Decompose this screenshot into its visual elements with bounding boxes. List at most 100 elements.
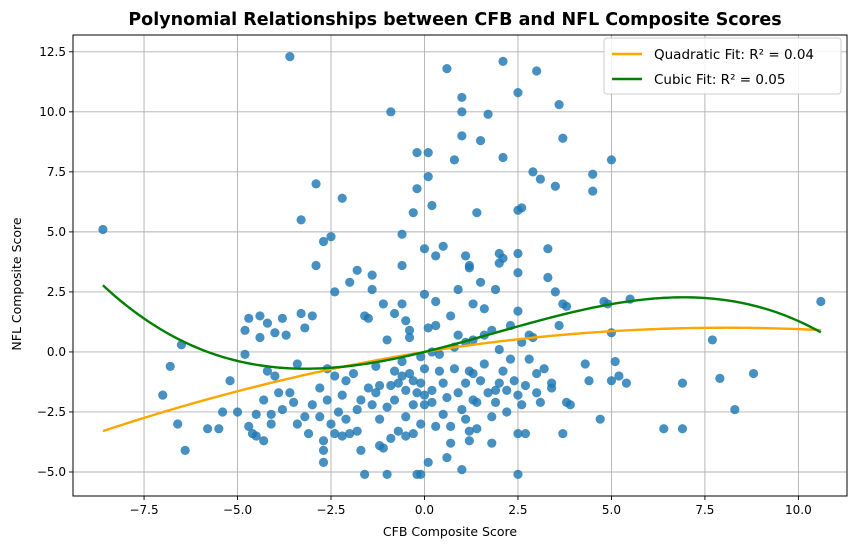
scatter-point	[550, 287, 560, 297]
scatter-point	[483, 388, 493, 398]
scatter-point	[490, 284, 501, 295]
scatter-point	[292, 419, 302, 429]
y-tick-label: 10.0	[39, 105, 66, 119]
scatter-point	[277, 404, 287, 415]
scatter-point	[352, 426, 362, 436]
scatter-point	[490, 385, 501, 395]
scatter-point	[554, 320, 564, 331]
scatter-point	[386, 107, 396, 117]
scatter-point	[262, 366, 273, 376]
scatter-point	[532, 368, 542, 379]
scatter-point	[397, 299, 407, 309]
scatter-point	[375, 414, 385, 424]
scatter-point	[386, 433, 396, 443]
cubic-fit-line	[102, 284, 822, 370]
scatter-point	[408, 428, 418, 439]
scatter-point	[520, 428, 531, 439]
scatter-point	[461, 251, 471, 261]
quadratic-fit-line	[102, 326, 821, 433]
scatter-point	[158, 390, 168, 400]
scatter-point	[423, 323, 433, 333]
legend-box	[603, 37, 842, 95]
scatter-point	[584, 376, 594, 386]
scatter-point	[453, 388, 463, 398]
legend-label-cubic: Cubic Fit: R² = 0.05	[654, 72, 785, 88]
scatter-point	[472, 424, 482, 434]
scatter-point	[517, 400, 527, 410]
x-tick-label: −7.5	[129, 503, 158, 517]
scatter-point	[561, 301, 572, 311]
scatter-point	[259, 436, 269, 446]
scatter-point	[412, 148, 422, 158]
scatter-point	[401, 385, 411, 395]
scatter-point	[244, 313, 254, 323]
scatter-point	[262, 318, 273, 328]
scatter-point	[446, 421, 456, 431]
scatter-point	[367, 270, 377, 280]
scatter-point	[311, 179, 321, 189]
scatter-point	[311, 260, 321, 271]
scatter-point	[427, 397, 437, 407]
scatter-point	[461, 414, 471, 424]
scatter-point	[371, 361, 381, 371]
scatter-point	[475, 277, 486, 287]
scatter-point	[438, 378, 448, 388]
scatter-point	[434, 349, 445, 359]
scatter-point	[513, 390, 523, 400]
scatter-point	[416, 419, 426, 429]
scatter-point	[303, 428, 314, 439]
scatter-point	[487, 412, 497, 422]
x-tick-label: 10.0	[785, 503, 812, 517]
scatter-point	[438, 241, 448, 251]
scatter-point	[371, 388, 381, 398]
scatter-point	[498, 253, 508, 263]
x-tick-label: 5.0	[602, 503, 621, 517]
scatter-point	[502, 407, 512, 417]
scatter-point	[412, 388, 422, 398]
x-tick-label: 7.5	[695, 503, 714, 517]
scatter-point	[468, 299, 478, 309]
scatter-point	[356, 395, 366, 405]
x-tick-label: 2.5	[508, 503, 527, 517]
scatter-point	[322, 395, 332, 405]
scatter-point	[318, 445, 329, 455]
scatter-point	[457, 464, 467, 475]
scatter-point	[300, 323, 310, 333]
scatter-point	[816, 296, 826, 307]
scatter-point	[315, 412, 325, 422]
scatter-point	[419, 390, 430, 400]
scatter-point	[730, 404, 740, 415]
scatter-point	[715, 373, 725, 383]
scatter-point	[352, 265, 362, 275]
scatter-point	[378, 299, 388, 309]
scatter-point	[337, 390, 347, 400]
scatter-point	[397, 356, 407, 367]
scatter-point	[255, 311, 265, 321]
scatter-point	[244, 421, 254, 431]
y-tick-label: 0.0	[47, 345, 66, 359]
scatter-point	[457, 404, 467, 415]
scatter-point	[532, 388, 542, 398]
scatter-point	[532, 66, 542, 76]
y-tick-label: 5.0	[47, 225, 66, 239]
scatter-point	[490, 397, 501, 407]
scatter-point	[401, 431, 411, 441]
scatter-point	[498, 366, 508, 376]
scatter-point	[449, 155, 459, 165]
y-tick-label: −2.5	[37, 405, 66, 419]
scatter-point	[356, 445, 366, 455]
scatter-point	[457, 92, 467, 103]
scatter-point	[423, 172, 433, 182]
scatter-point	[464, 426, 474, 436]
scatter-point	[393, 378, 403, 388]
scatter-point	[513, 469, 523, 479]
scatter-point	[539, 364, 549, 374]
scatter-point	[505, 354, 516, 364]
scatter-point	[464, 436, 474, 446]
scatter-point	[707, 335, 717, 345]
scatter-point	[595, 414, 605, 424]
scatter-point	[225, 376, 235, 386]
scatter-point	[475, 136, 486, 146]
scatter-point	[457, 131, 467, 141]
